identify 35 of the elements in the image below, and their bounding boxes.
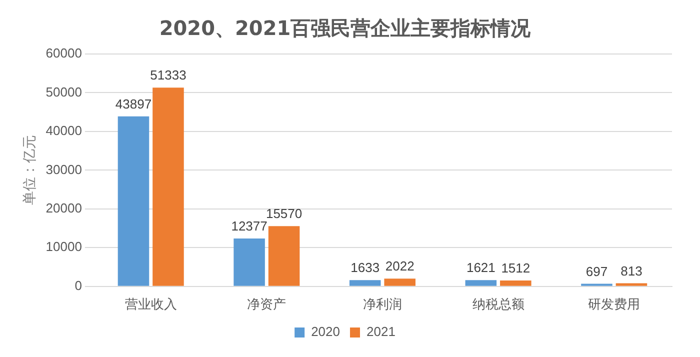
- legend-label: 2021: [366, 324, 396, 340]
- x-tick-label: 净利润: [362, 298, 402, 313]
- y-tick-label: 40000: [46, 123, 82, 138]
- y-tick-label: 50000: [46, 84, 82, 100]
- legend-label: 2020: [311, 324, 340, 340]
- data-label: 1633: [350, 260, 380, 276]
- bar: [152, 88, 184, 286]
- data-label: 2022: [385, 258, 414, 274]
- y-tick-label: 0: [74, 278, 82, 293]
- bar: [234, 238, 265, 286]
- data-label: 15570: [266, 206, 302, 222]
- data-label: 1621: [466, 260, 496, 276]
- bar: [465, 280, 497, 286]
- x-tick-label: 营业收入: [124, 298, 177, 313]
- bar: [118, 116, 150, 286]
- data-label: 51333: [150, 68, 186, 83]
- bar: [268, 226, 300, 286]
- bar: [500, 280, 532, 286]
- y-tick-label: 60000: [46, 46, 82, 61]
- data-label: 43897: [115, 96, 152, 112]
- y-axis-title: 单位：亿元: [22, 135, 38, 206]
- data-label: 697: [586, 264, 608, 279]
- data-label: 1512: [501, 260, 530, 276]
- x-tick-label: 研发费用: [588, 298, 640, 313]
- bar: [349, 280, 381, 286]
- y-tick-label: 30000: [46, 162, 82, 177]
- x-tick-label: 净资产: [247, 298, 286, 313]
- data-label: 12377: [231, 218, 268, 234]
- x-tick-label: 纳税总额: [472, 298, 524, 313]
- chart-title: 2020、2021百强民营企业主要指标情况: [159, 16, 532, 40]
- bar: [384, 278, 416, 286]
- data-label: 813: [620, 263, 642, 278]
- y-tick-label: 10000: [46, 239, 82, 254]
- y-tick-label: 20000: [46, 200, 82, 216]
- bar: [616, 283, 648, 286]
